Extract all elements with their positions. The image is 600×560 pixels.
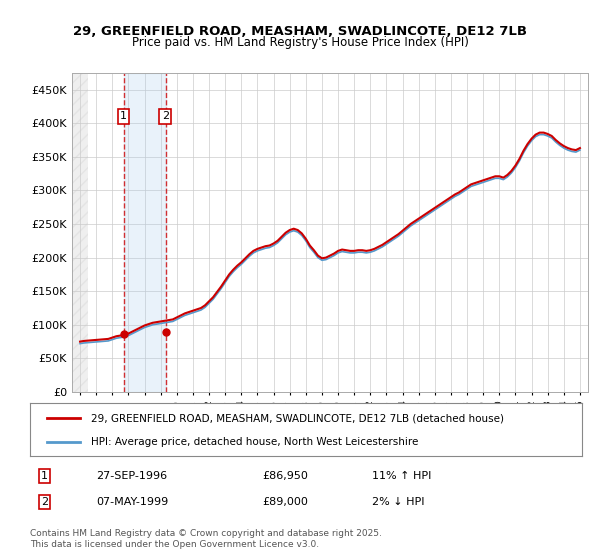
Text: Price paid vs. HM Land Registry's House Price Index (HPI): Price paid vs. HM Land Registry's House … — [131, 36, 469, 49]
Text: 2% ↓ HPI: 2% ↓ HPI — [372, 497, 425, 507]
Text: 1: 1 — [120, 111, 127, 122]
Text: 29, GREENFIELD ROAD, MEASHAM, SWADLINCOTE, DE12 7LB (detached house): 29, GREENFIELD ROAD, MEASHAM, SWADLINCOT… — [91, 413, 504, 423]
Text: 1: 1 — [41, 471, 48, 481]
Text: £89,000: £89,000 — [262, 497, 308, 507]
Text: 27-SEP-1996: 27-SEP-1996 — [96, 471, 167, 481]
Text: 2: 2 — [41, 497, 48, 507]
Text: 29, GREENFIELD ROAD, MEASHAM, SWADLINCOTE, DE12 7LB: 29, GREENFIELD ROAD, MEASHAM, SWADLINCOT… — [73, 25, 527, 38]
Bar — [72, 73, 88, 392]
Text: £86,950: £86,950 — [262, 471, 308, 481]
Text: 11% ↑ HPI: 11% ↑ HPI — [372, 471, 431, 481]
Text: 07-MAY-1999: 07-MAY-1999 — [96, 497, 169, 507]
Text: Contains HM Land Registry data © Crown copyright and database right 2025.
This d: Contains HM Land Registry data © Crown c… — [30, 529, 382, 549]
Text: 2: 2 — [161, 111, 169, 122]
Bar — [124, 73, 166, 392]
Text: HPI: Average price, detached house, North West Leicestershire: HPI: Average price, detached house, Nort… — [91, 436, 418, 446]
